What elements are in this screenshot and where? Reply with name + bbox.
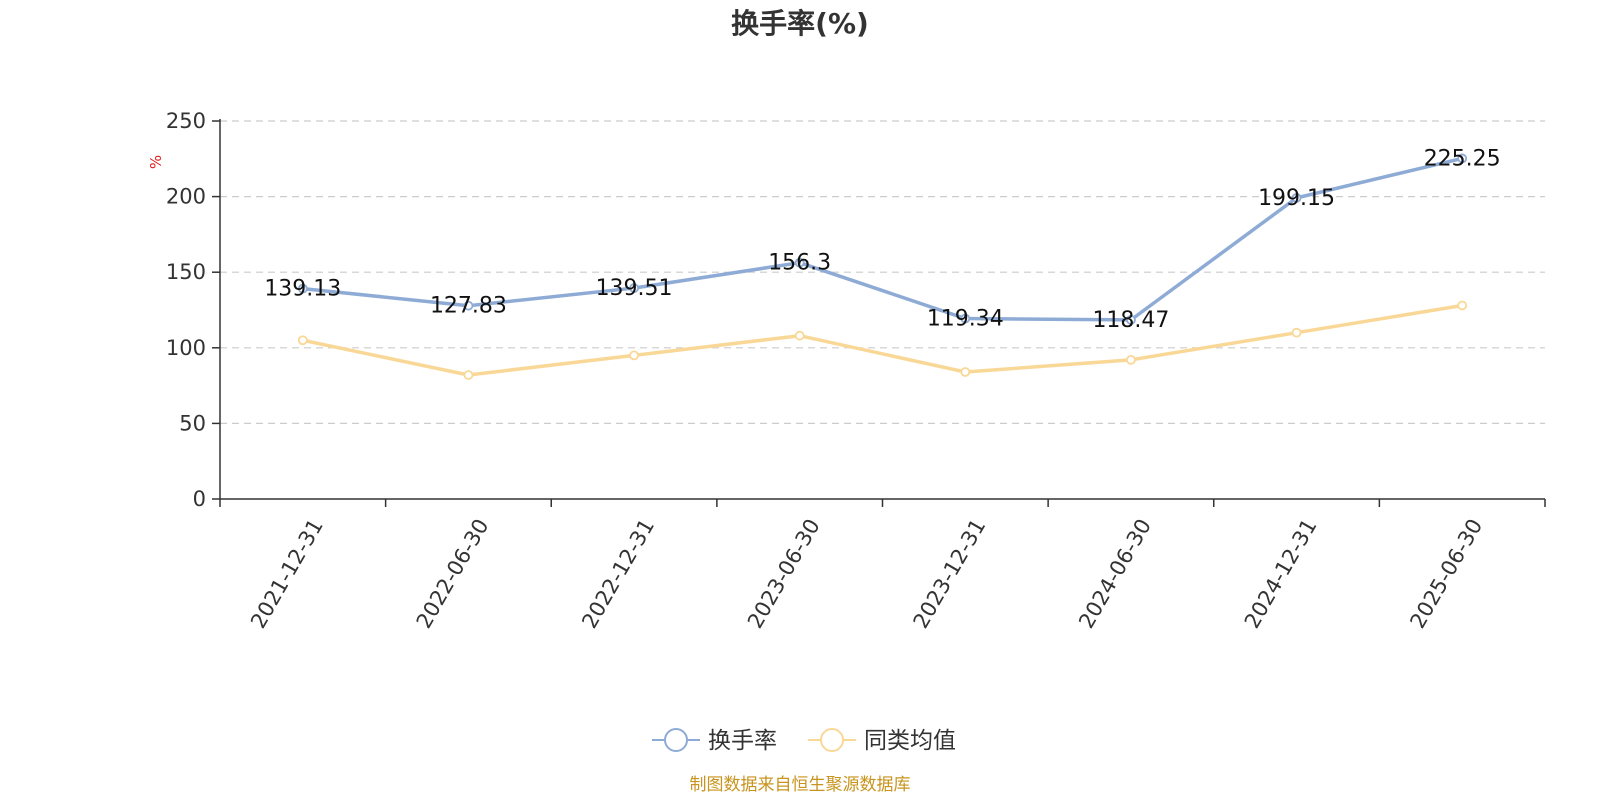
data-point	[1291, 327, 1302, 338]
data-point	[1126, 314, 1136, 325]
data-label: 225.25	[1424, 146, 1501, 171]
data-label: 118.47	[1092, 308, 1169, 333]
data-label: 139.51	[596, 276, 673, 301]
series-line	[302, 156, 1463, 322]
data-labels: 139.13 127.83 139.51 156.3 119.34 118.47 199.1…	[264, 146, 1500, 332]
x-tick-label: 2021-12-31	[246, 515, 328, 633]
y-axis-label: %	[147, 155, 165, 169]
legend-marker	[664, 728, 688, 752]
x-tick-label: 2023-12-31	[909, 515, 991, 633]
x-tick-label: 2023-06-30	[743, 515, 825, 633]
x-tick-label: 2022-12-31	[577, 515, 659, 633]
data-point	[1126, 354, 1136, 365]
legend-label: 同类均值	[864, 728, 956, 754]
data-point	[463, 300, 474, 311]
data-point	[1291, 192, 1302, 203]
y-tick-label: 250	[166, 109, 206, 133]
data-point	[297, 283, 308, 294]
source-note: 制图数据来自恒生聚源数据库	[690, 775, 911, 795]
x-tick-label: 2022-06-30	[412, 515, 494, 633]
data-label: 139.13	[264, 277, 341, 302]
data-point	[1457, 153, 1468, 164]
chart-title: 换手率(%)	[731, 7, 869, 40]
legend-label: 换手率	[708, 728, 777, 754]
grid-lines	[220, 120, 1545, 424]
legend-item[interactable]: 换手率	[652, 728, 777, 754]
data-point	[794, 257, 805, 268]
y-tick-label: 150	[166, 260, 206, 284]
data-point	[629, 283, 639, 293]
legend-item[interactable]: 同类均值	[808, 728, 956, 754]
data-point	[794, 330, 805, 341]
data-point	[960, 367, 971, 377]
data-point	[297, 335, 308, 346]
data-label: 127.83	[430, 294, 507, 319]
series-line	[302, 303, 1463, 377]
data-point	[629, 350, 639, 361]
legend[interactable]: 换手率 同类均值	[652, 728, 956, 754]
data-point	[960, 313, 971, 324]
data-label: 199.15	[1258, 186, 1335, 211]
data-point	[463, 370, 474, 380]
data-label: 156.3	[768, 251, 831, 276]
y-tick-label: 50	[179, 411, 206, 435]
x-tick-label: 2024-06-30	[1074, 515, 1156, 633]
data-point	[1457, 300, 1468, 311]
x-tick-label: 2025-06-30	[1405, 515, 1487, 633]
x-tick-label: 2024-12-31	[1240, 515, 1322, 633]
y-tick-label: 100	[166, 336, 206, 360]
data-label: 119.34	[927, 307, 1004, 332]
series-layer	[297, 153, 1468, 380]
y-tick-label: 0	[193, 487, 206, 511]
legend-marker	[820, 728, 844, 752]
y-tick-label: 200	[166, 185, 206, 209]
